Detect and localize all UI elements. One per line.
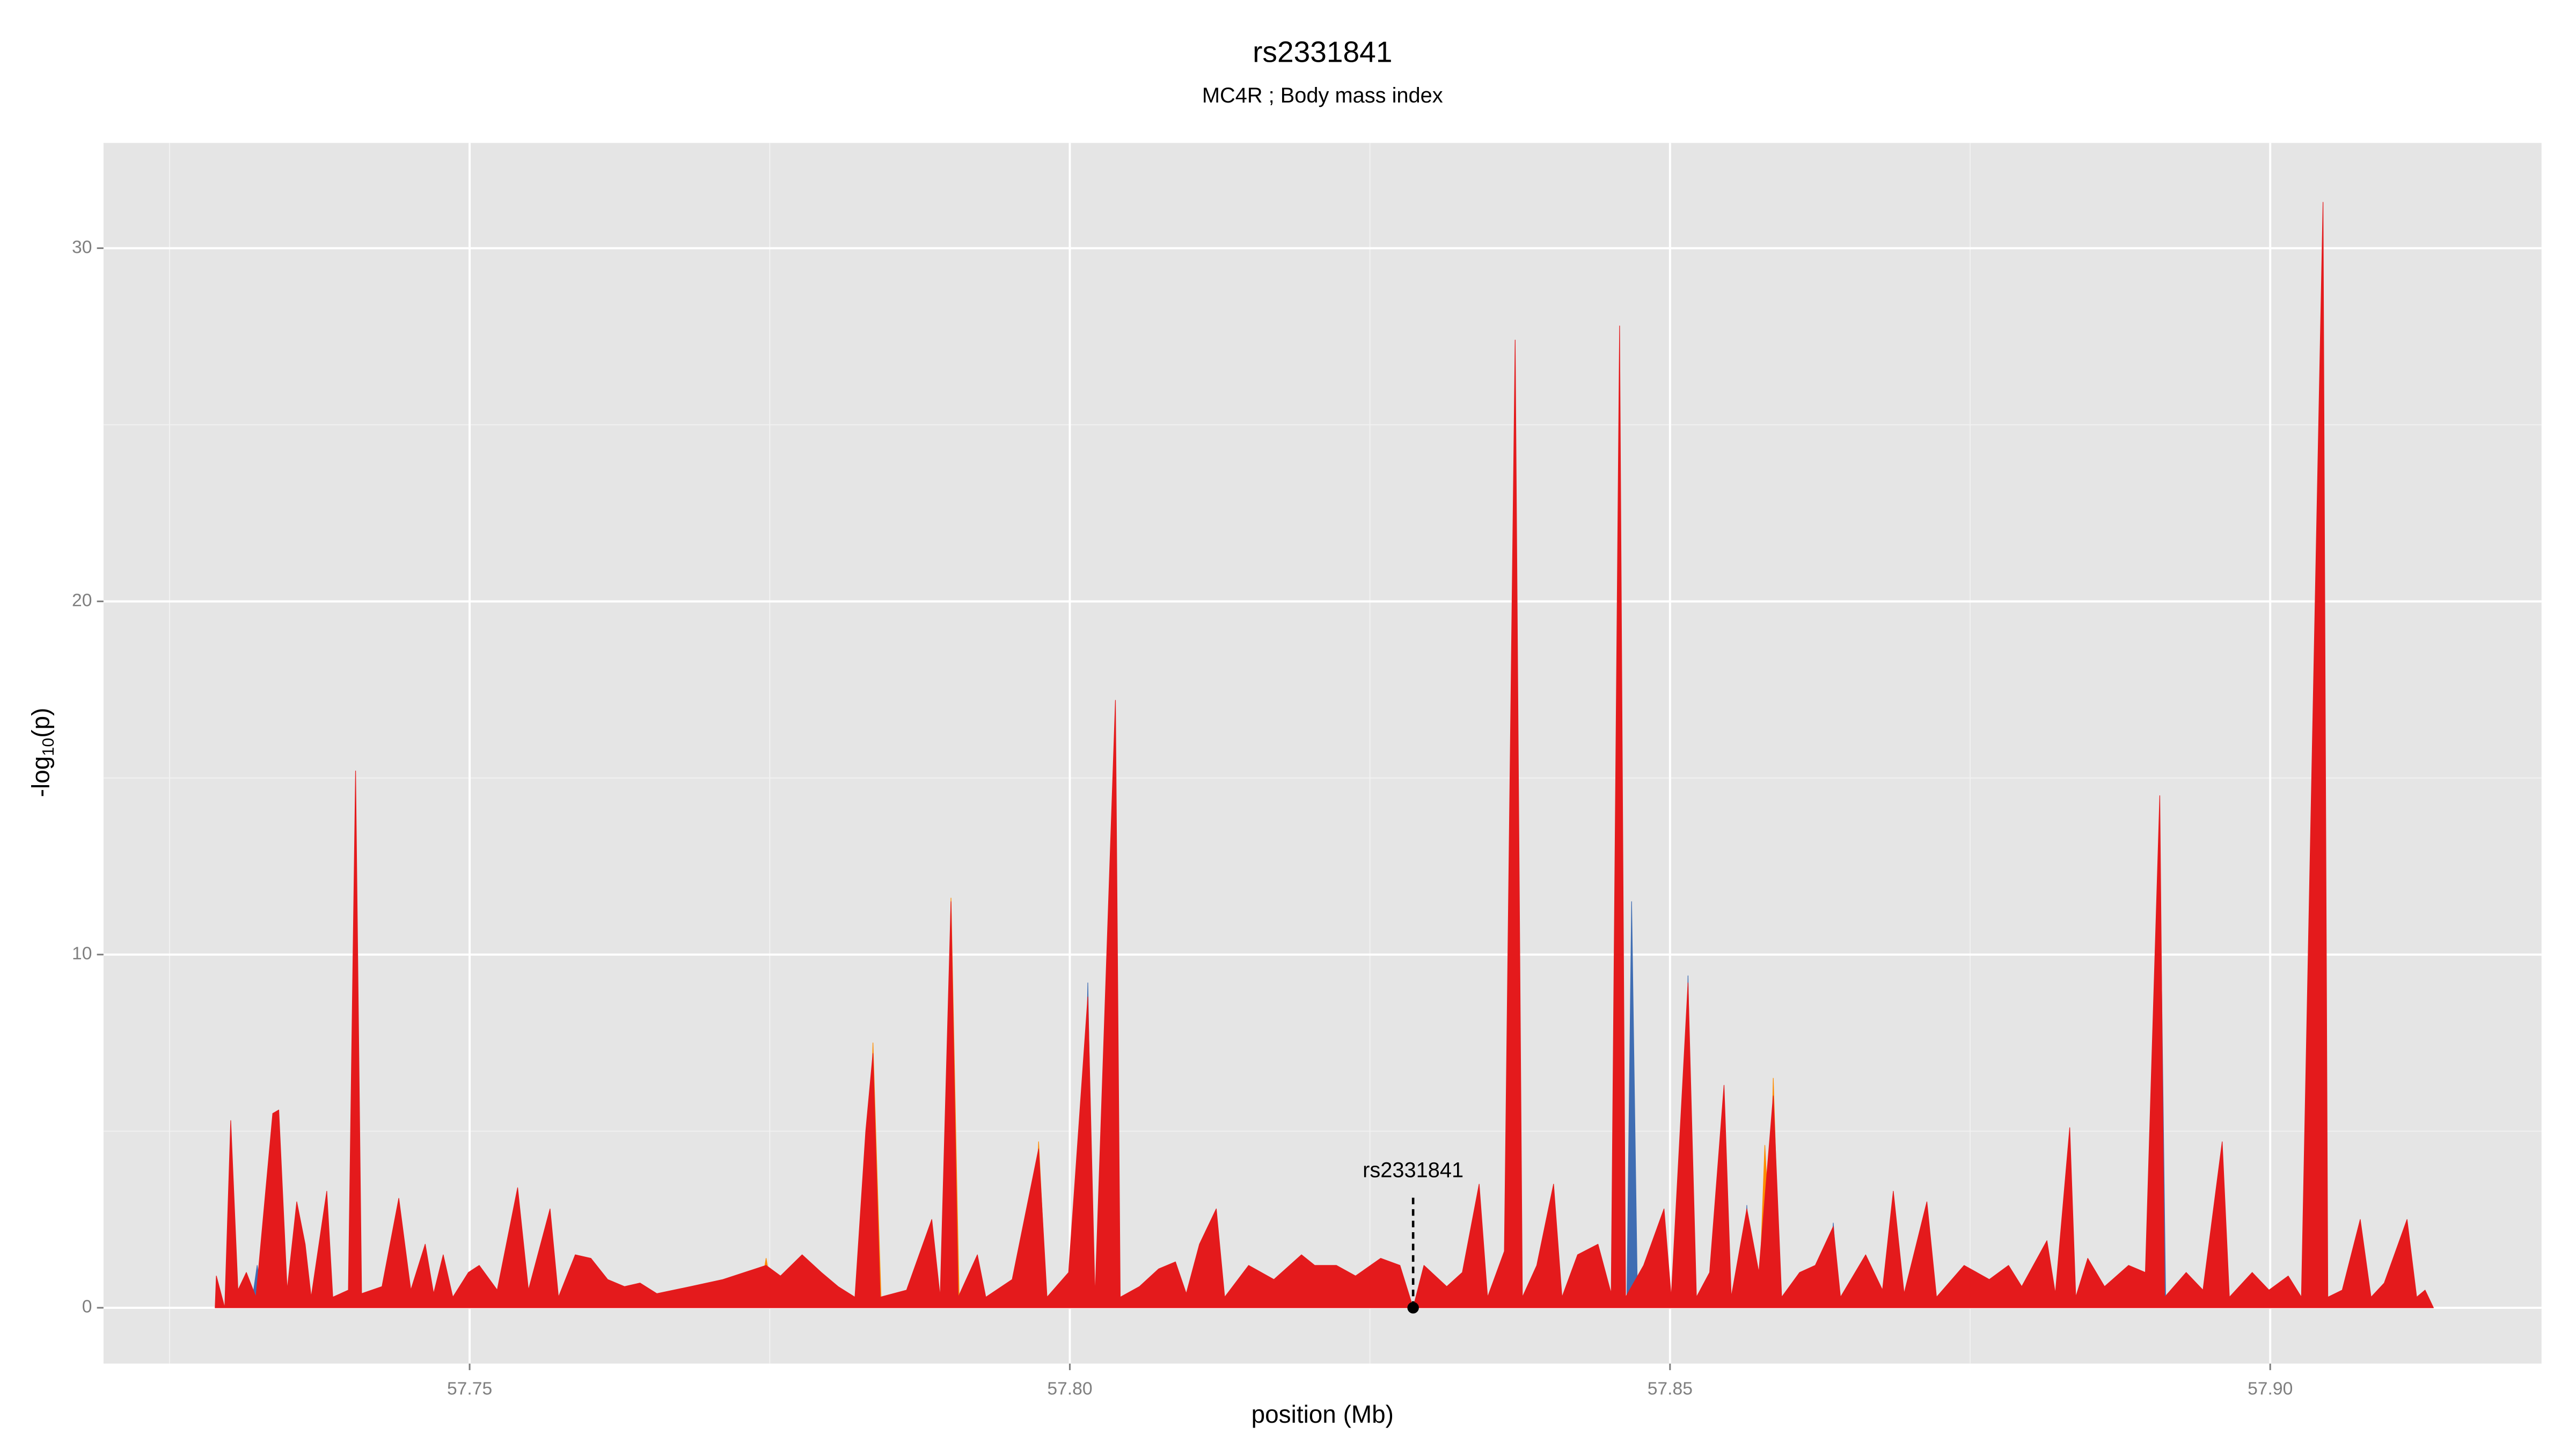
area — [215, 202, 2434, 1308]
areas — [215, 202, 2434, 1308]
y-axis-label: -log10(p) — [27, 708, 57, 797]
x-tick-label: 57.75 — [447, 1379, 492, 1399]
y-tick-label: 0 — [82, 1297, 92, 1317]
chart-subtitle: MC4R ; Body mass index — [1202, 84, 1443, 107]
y-tick-label: 10 — [72, 944, 92, 964]
axes: 57.75 57.80 57.85 57.90 0 10 20 30 rs2331841 — [72, 237, 2293, 1399]
annotation-label: rs2331841 — [1363, 1158, 1463, 1182]
y-tick-label: 20 — [72, 590, 92, 610]
x-tick-label: 57.85 — [1648, 1379, 1693, 1399]
y-label-suffix: (p) — [27, 708, 55, 738]
x-tick-label: 57.90 — [2248, 1379, 2293, 1399]
y-label-prefix: -log — [27, 756, 55, 797]
chart-title: rs2331841 — [1253, 35, 1392, 69]
plot-panel — [103, 143, 2542, 1364]
x-tick-label: 57.80 — [1047, 1379, 1092, 1399]
y-label-sub: 10 — [39, 738, 57, 756]
y-tick-label: 30 — [72, 237, 92, 257]
annotation-point — [1407, 1302, 1419, 1314]
x-axis-label: position (Mb) — [1252, 1400, 1394, 1428]
